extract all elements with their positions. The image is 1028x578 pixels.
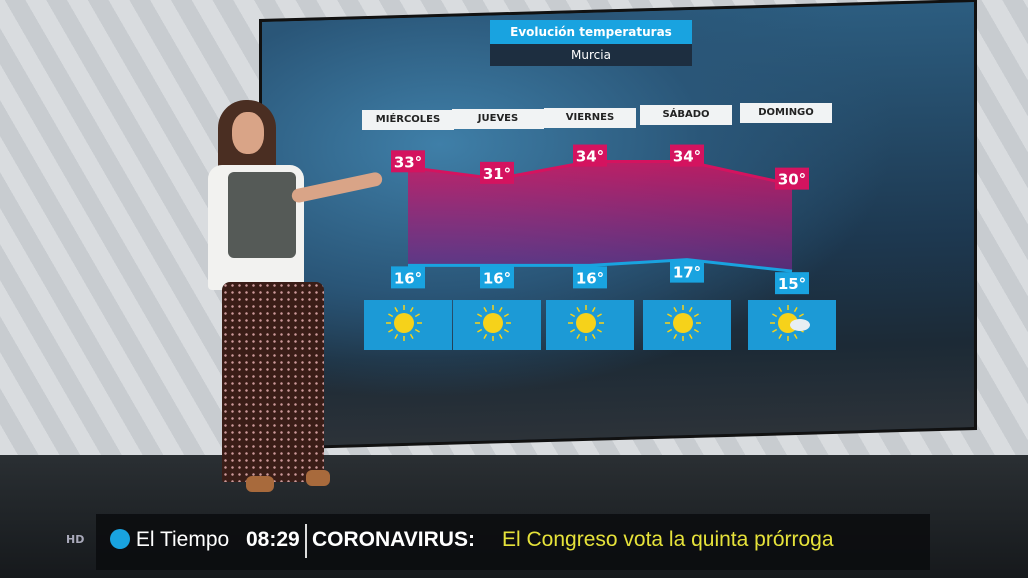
max-temp-label: 34° [673,148,701,166]
min-temp-label: 17° [673,264,701,282]
day-label: JUEVES [452,109,544,129]
min-temp-label-box [775,272,809,295]
sun-icon [665,305,701,341]
max-temp-label-box [480,161,514,184]
headline-label: CORONAVIRUS: [312,528,475,551]
day-label: SÁBADO [640,105,732,125]
antena3-logo-icon [110,529,130,549]
sun-icon [386,305,422,341]
min-temp-label-box [391,266,425,289]
ticker-divider [305,524,307,558]
max-temp-label-box [391,150,425,173]
max-temp-label: 30° [778,171,806,189]
min-temp-label: 16° [483,269,511,287]
max-temp-label: 31° [483,165,511,183]
max-temp-label: 34° [576,148,604,166]
sun-cloud-icon [770,305,810,341]
clock: 08:29 [246,528,300,551]
min-temp-label: 16° [576,269,604,287]
min-temp-label: 15° [778,275,806,293]
sun-icon [475,305,511,341]
max-temp-label-box [670,144,704,167]
min-temp-label-box [573,266,607,289]
channel-logo: El Tiempo [110,528,229,552]
day-label: MIÉRCOLES [362,110,454,130]
day-label: VIERNES [544,108,636,128]
graphic-location: Murcia [490,44,692,66]
min-temperature-line [408,258,793,273]
program-name: El Tiempo [135,528,230,551]
min-temp-label-box [670,260,704,283]
min-temp-label-box [480,266,514,289]
max-temp-label-box [775,167,809,190]
graphic-title-box: Evolución temperaturas Murcia [490,20,692,67]
graphic-title: Evolución temperaturas [490,20,692,44]
headline: El Congreso vota la quinta prórroga [502,528,834,551]
temperature-range-band [408,161,792,272]
max-temp-label-box [573,144,607,167]
news-ticker [96,514,930,570]
min-temp-label: 16° [394,269,422,287]
max-temp-label: 33° [394,153,422,171]
day-label: DOMINGO [740,103,832,123]
hd-badge: HD [66,533,85,546]
sun-icon [568,305,604,341]
